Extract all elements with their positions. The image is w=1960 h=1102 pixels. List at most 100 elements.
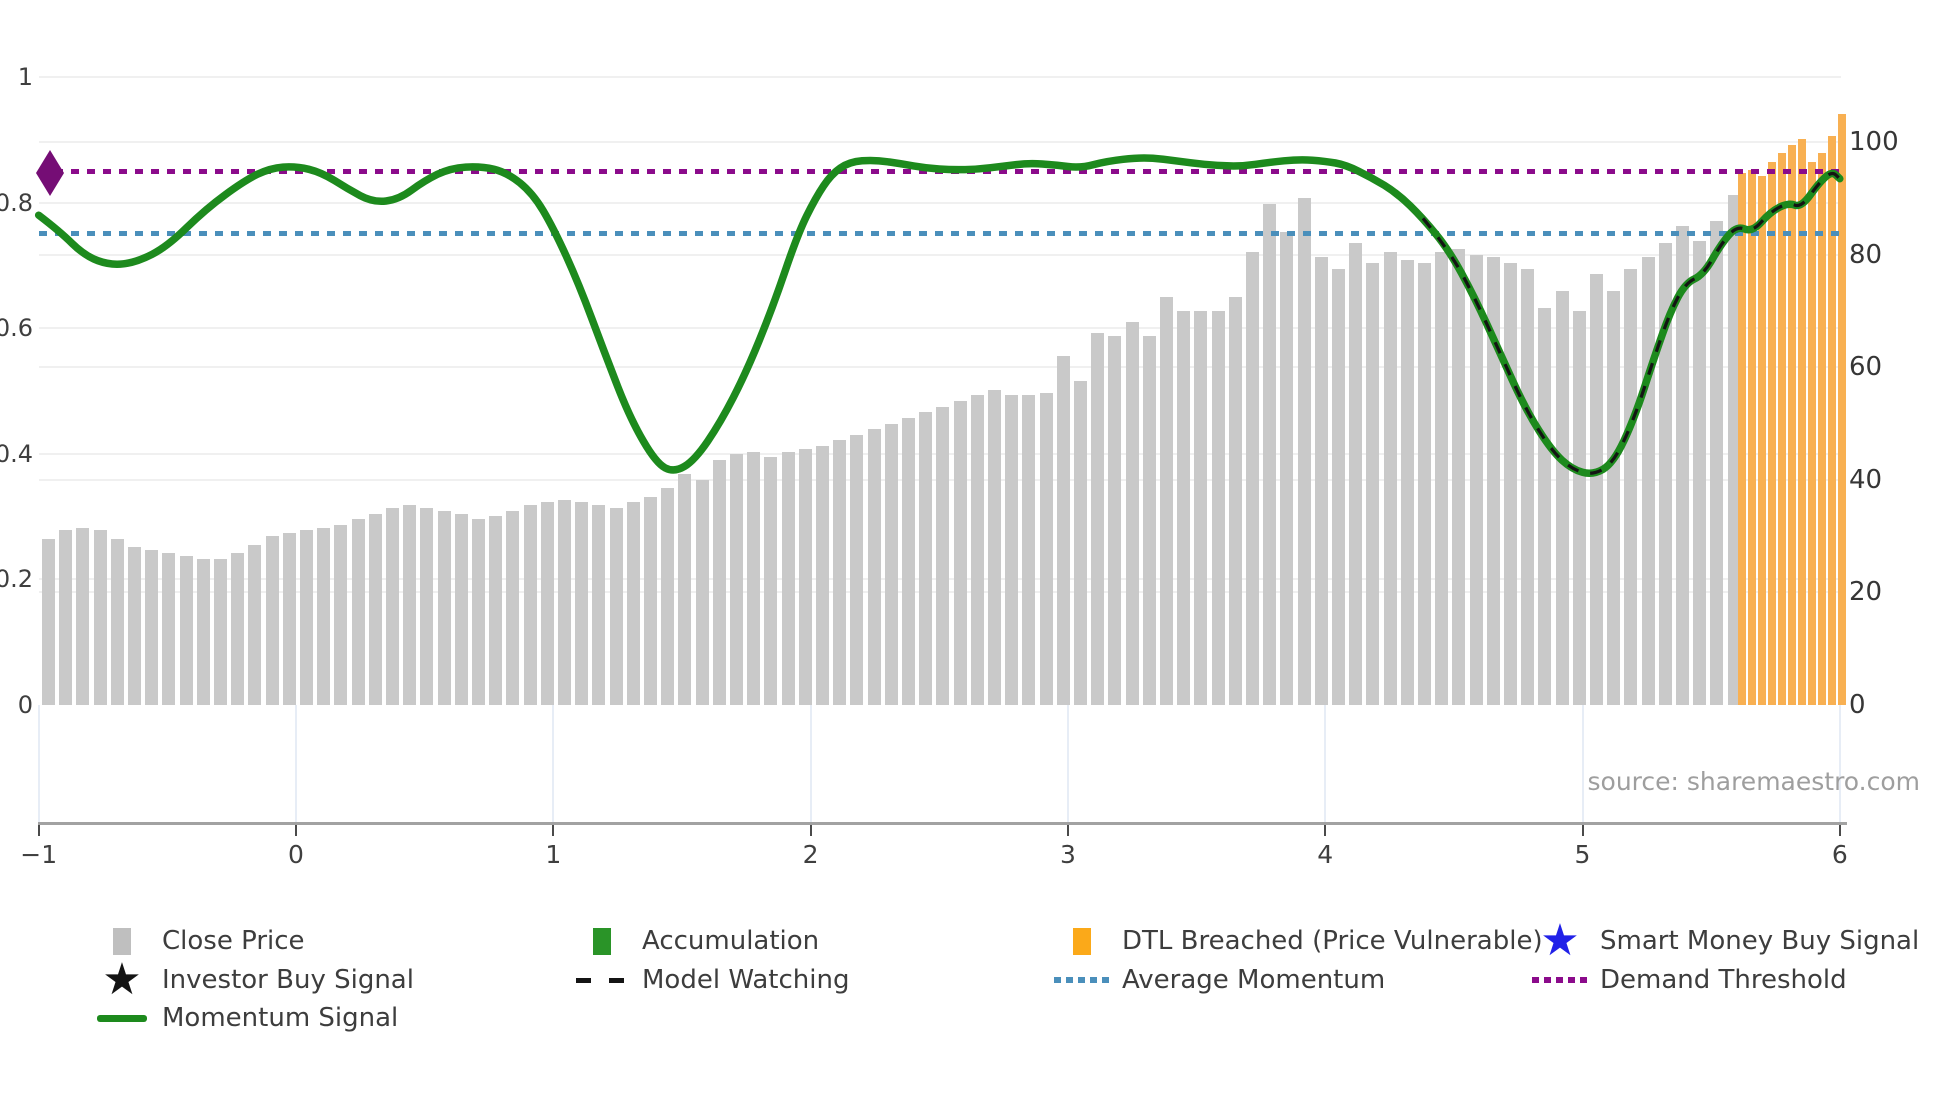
close-price-bar: [833, 440, 847, 705]
close-price-bar: [764, 457, 778, 705]
close-price-bar: [300, 530, 313, 705]
close-price-bar: [1366, 263, 1380, 705]
dtl-breached-bar: [1768, 161, 1776, 705]
dtl-breached-bar: [1738, 172, 1746, 705]
x-gridline: [1838, 705, 1841, 822]
close-price-bar: [454, 513, 468, 705]
close-price-bar: [1521, 268, 1535, 705]
close-price-bar: [1538, 308, 1552, 705]
legend-item-average-momentum: Average Momentum: [1054, 960, 1385, 1000]
left-tick-label: 0.8: [0, 188, 33, 217]
x-tick-label: 0: [288, 840, 304, 869]
dtl-breached-bar: [1788, 144, 1796, 705]
close-price-bar: [575, 502, 589, 705]
close-price-bar: [1108, 336, 1122, 705]
close-price-bar: [334, 524, 348, 705]
close-price-bar: [1022, 395, 1036, 705]
close-price-bar: [145, 550, 159, 705]
close-price-bar: [76, 527, 90, 705]
x-gridline: [1066, 705, 1069, 822]
dtl-breached-bar: [1808, 161, 1816, 705]
right-tick-label: 20: [1849, 577, 1883, 608]
legend-label: Demand Threshold: [1600, 965, 1847, 995]
close-price-bar: [265, 536, 279, 705]
star-marker-icon: ★: [102, 954, 142, 1005]
close-price-bar: [110, 538, 124, 705]
close-price-bar: [1142, 336, 1156, 705]
close-price-bar: [162, 552, 176, 705]
square-marker-icon: [94, 927, 150, 955]
close-price-bar: [1693, 240, 1707, 705]
left-tick-label: 0: [17, 691, 33, 719]
close-price-bar: [919, 412, 933, 705]
left-tick-label: 0.6: [0, 314, 33, 343]
demand-threshold-line: [39, 169, 1841, 175]
close-price-bar: [1297, 198, 1311, 705]
close-price-bar: [59, 530, 73, 705]
x-gridline: [1324, 705, 1327, 822]
dtl-breached-bar: [1828, 136, 1836, 705]
close-price-bar: [730, 454, 743, 705]
close-price-bar: [884, 423, 898, 705]
x-tickmark: [1838, 825, 1841, 836]
line-marker-icon: [94, 1014, 150, 1022]
left-gridline: [39, 76, 1841, 78]
x-tick-label: 6: [1831, 840, 1848, 869]
legend-item-close-price: Close Price: [94, 921, 305, 961]
close-price-bar: [626, 502, 640, 705]
x-tickmark: [1581, 825, 1584, 836]
close-price-bar: [1435, 251, 1449, 705]
close-price-bar: [1177, 310, 1191, 705]
legend-label: Accumulation: [642, 926, 820, 956]
legend-item-model-watching: Model Watching: [574, 960, 849, 1000]
dots-marker-icon: [1532, 977, 1588, 983]
close-price-bar: [1091, 333, 1105, 705]
x-tickmark: [295, 825, 297, 836]
close-price-bar: [936, 406, 950, 705]
legend-item-demand-threshold: Demand Threshold: [1532, 960, 1847, 1000]
close-price-bar: [351, 519, 365, 705]
close-price-bar: [1246, 251, 1259, 705]
dots-marker-icon: [1054, 977, 1110, 983]
close-price-bar: [1452, 248, 1466, 705]
right-tick-label: 40: [1849, 464, 1883, 495]
dashes-marker-icon: [574, 977, 630, 983]
x-gridline: [552, 705, 555, 822]
x-tick-label: 2: [802, 840, 819, 869]
close-price-bar: [248, 544, 262, 705]
square-marker-icon: [574, 927, 630, 955]
left-tick-label: 0.2: [0, 565, 33, 594]
dtl-breached-bar: [1778, 153, 1786, 705]
x-gridline: [809, 705, 812, 822]
x-tickmark: [809, 825, 812, 836]
right-gridline: [39, 366, 1841, 369]
close-price-bar: [1676, 226, 1689, 705]
close-price-bar: [1504, 263, 1517, 705]
close-price-bar: [798, 448, 812, 705]
close-price-bar: [540, 502, 554, 705]
left-tick-label: 1: [17, 63, 33, 91]
close-price-bar: [368, 513, 382, 705]
close-price-bar: [93, 530, 107, 705]
close-price-bar: [1418, 263, 1431, 705]
close-price-bar: [1160, 296, 1173, 705]
close-price-bar: [1349, 243, 1363, 705]
close-price-bar: [902, 417, 915, 705]
close-price-bar: [128, 547, 141, 705]
legend-label: Model Watching: [642, 965, 850, 995]
close-price-bar: [695, 479, 709, 705]
x-tick-label: 4: [1317, 840, 1334, 869]
close-price-bar: [472, 519, 485, 705]
x-tick-label: −1: [20, 840, 58, 869]
x-tick-label: 5: [1574, 840, 1591, 869]
legend-item-accumulation: Accumulation: [574, 921, 819, 961]
close-price-bar: [1469, 254, 1483, 705]
legend-item-dtl-breached-price-vulnerable: DTL Breached (Price Vulnerable): [1054, 921, 1543, 961]
legend-label: Smart Money Buy Signal: [1600, 926, 1920, 956]
x-gridline: [295, 705, 297, 822]
close-price-bar: [386, 507, 399, 705]
left-gridline: [39, 327, 1841, 330]
legend-item-smart-money-buy-signal: ★ Smart Money Buy Signal: [1532, 919, 1920, 963]
close-price-bar: [609, 507, 623, 705]
